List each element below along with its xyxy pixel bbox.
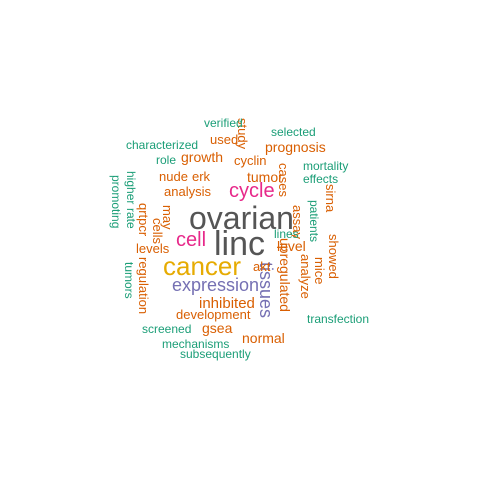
word-used: used xyxy=(210,132,239,147)
word-mortality: mortality xyxy=(303,159,349,173)
word-cancer: cancer xyxy=(163,251,242,281)
word-growth: growth xyxy=(181,149,224,165)
word-analysis: analysis xyxy=(164,184,211,199)
word-verified: verified xyxy=(204,116,243,130)
word-lines: lines xyxy=(274,227,299,241)
word-levels: levels xyxy=(136,241,170,256)
word-cyclin: cyclin xyxy=(234,153,267,168)
word-cell: cell xyxy=(176,229,207,251)
word-linc: linc xyxy=(214,225,266,263)
word-mechanisms: mechanisms xyxy=(162,337,230,351)
word-transfection: transfection xyxy=(307,312,370,326)
word-role: role xyxy=(156,153,177,167)
word-level: level xyxy=(277,238,306,254)
word-mice: mice xyxy=(312,257,327,285)
word-screened: screened xyxy=(142,322,192,336)
word-promoting: promoting xyxy=(109,175,123,229)
word-inhibited: inhibited xyxy=(199,295,255,312)
word-tumors: tumors xyxy=(122,262,136,299)
word-cases: cases xyxy=(276,163,291,197)
word-gsea: gsea xyxy=(202,320,233,336)
word-qrtpcr: qrtpcr xyxy=(136,203,151,237)
word-expression: expression xyxy=(172,275,260,295)
word-prognosis: prognosis xyxy=(265,139,326,155)
word-tumor: tumor xyxy=(247,169,283,185)
word-higher: higher xyxy=(124,171,138,205)
word-normal: normal xyxy=(242,330,285,346)
word-analyze: analyze xyxy=(298,254,313,299)
word-showed: showed xyxy=(326,234,341,279)
word-characterized: characterized xyxy=(126,138,199,152)
word-cells: cells xyxy=(150,218,165,245)
word-cycle: cycle xyxy=(229,180,275,202)
word-ovarian: ovarian xyxy=(189,200,294,236)
word-selected: selected xyxy=(271,125,316,139)
word-subsequently: subsequently xyxy=(180,347,251,361)
word-erk: erk xyxy=(192,169,211,184)
word-sirna: sirna xyxy=(323,184,338,213)
word-development: development xyxy=(176,307,251,322)
word-nude: nude xyxy=(159,169,188,184)
word-patients: patients xyxy=(307,200,321,243)
word-regulation: regulation xyxy=(136,257,151,315)
word-akt: akt xyxy=(253,259,271,274)
word-effects: effects xyxy=(303,172,339,186)
word-rate: rate xyxy=(124,208,138,229)
